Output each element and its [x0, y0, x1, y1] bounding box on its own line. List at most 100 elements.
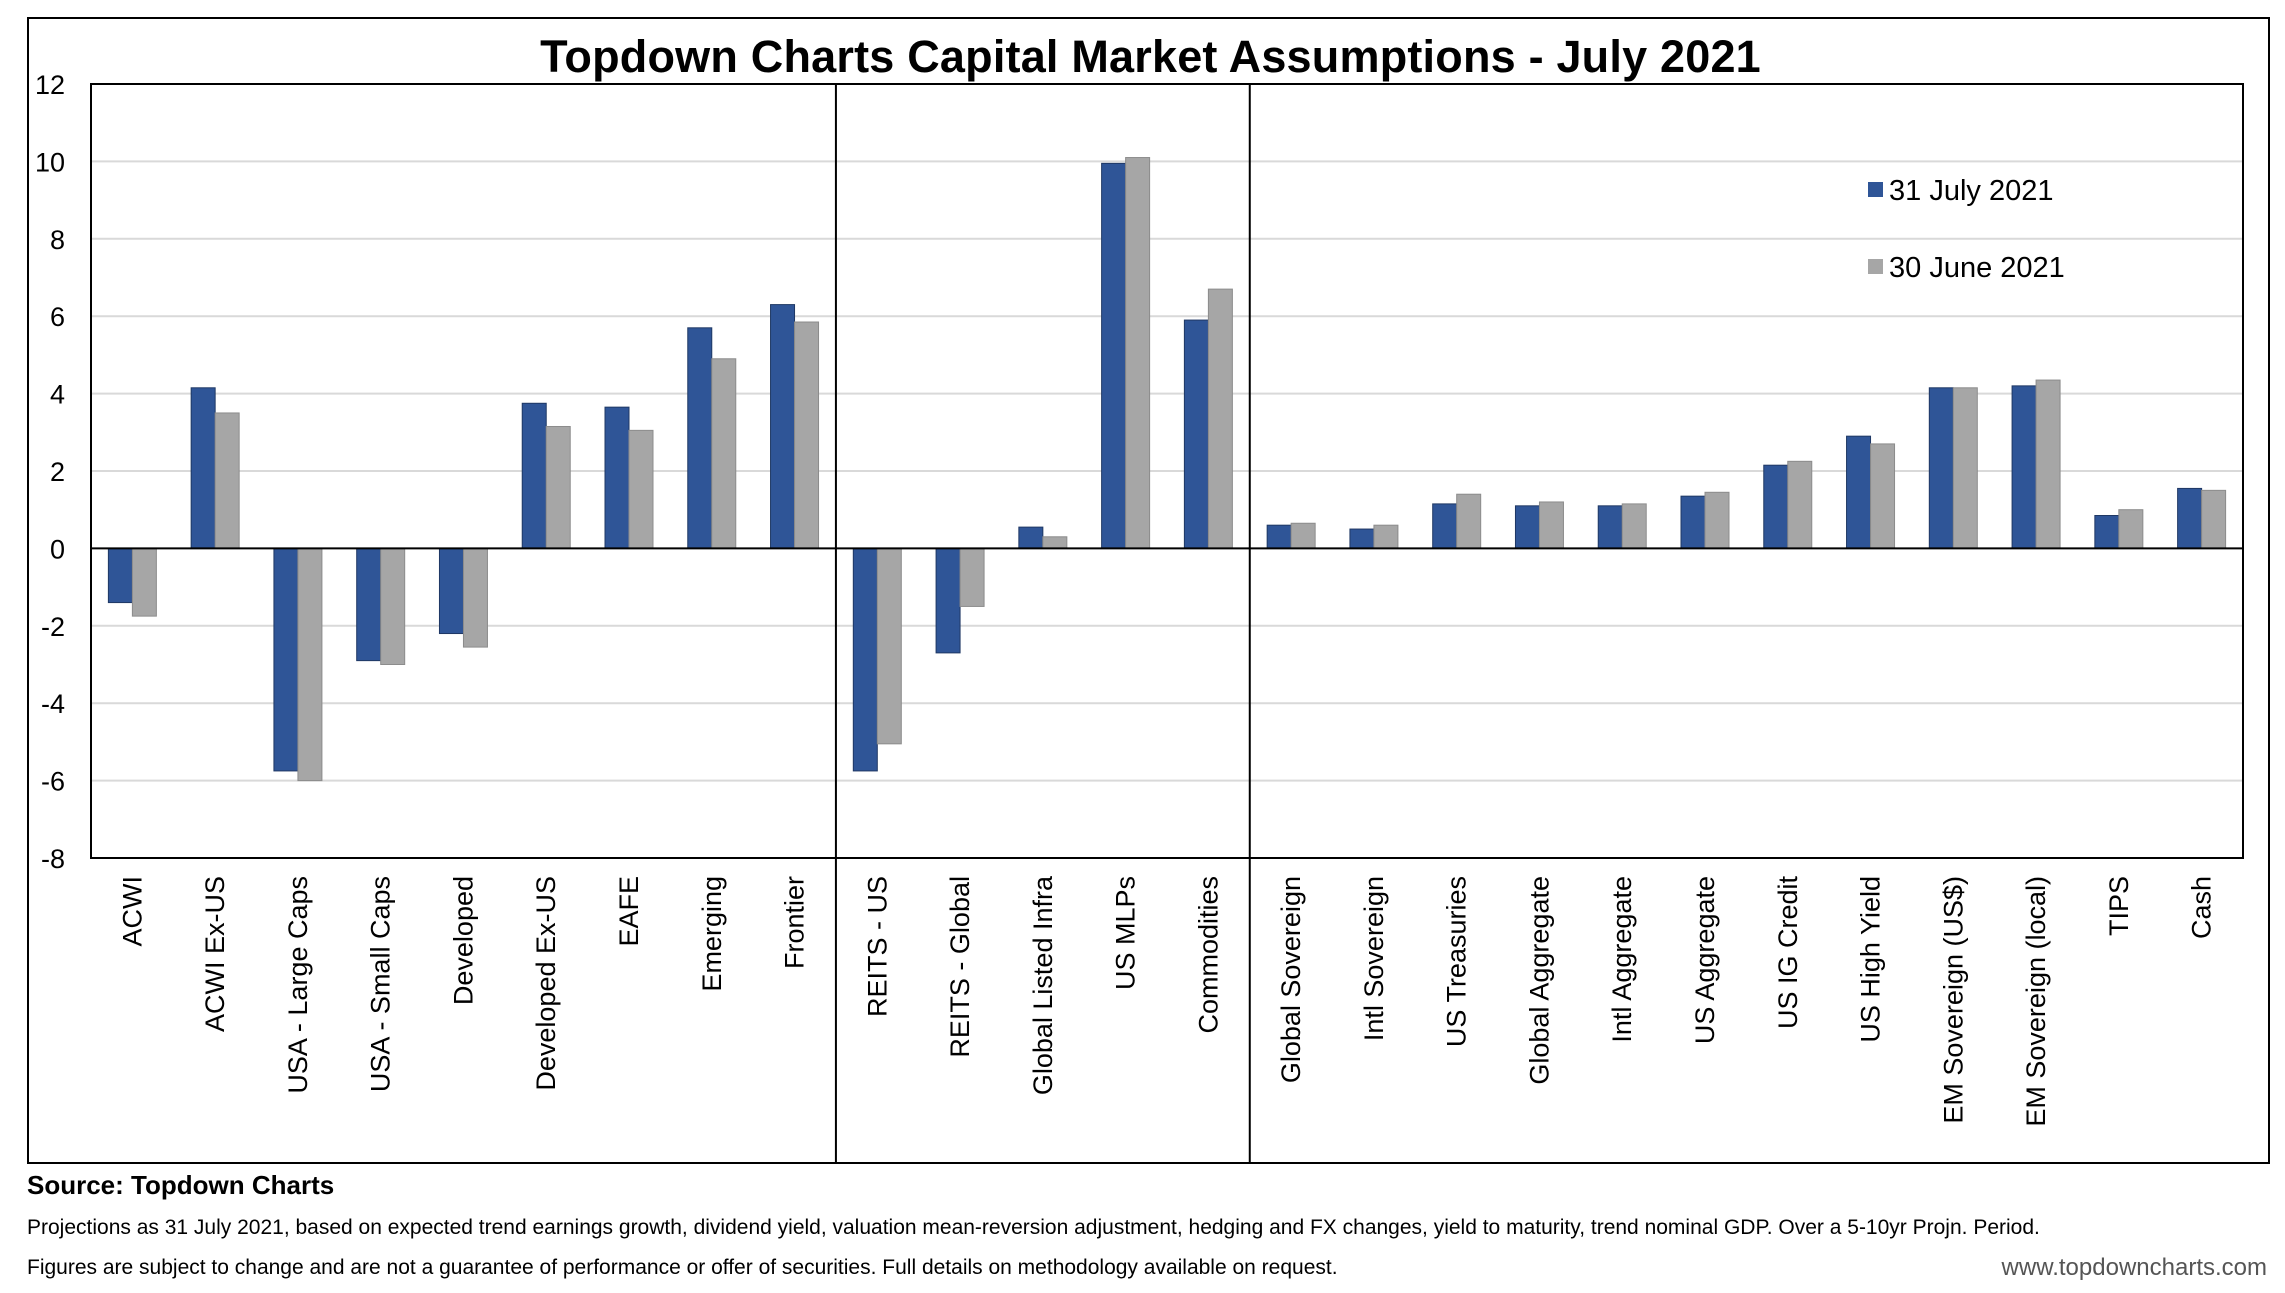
x-tick-label: Global Aggregate [1524, 876, 1554, 1085]
x-tick-label: US High Yield [1856, 876, 1886, 1043]
bar [214, 412, 240, 549]
y-tick-label: -4 [41, 689, 65, 719]
bar [935, 547, 961, 654]
bar [438, 547, 464, 635]
bar [794, 321, 820, 549]
bar [521, 402, 547, 549]
y-tick-label: 2 [50, 457, 65, 487]
bar [2201, 489, 2227, 549]
x-tick-label: EM Sovereign (local) [2021, 876, 2051, 1127]
x-tick-label: Developed Ex-US [531, 876, 561, 1091]
bar [711, 358, 737, 549]
x-tick-label: EM Sovereign (US$) [1938, 876, 1968, 1124]
x-tick-label: Commodities [1193, 876, 1223, 1034]
x-tick-label: US IG Credit [1773, 876, 1803, 1030]
legend-swatch [1868, 259, 1883, 274]
x-tick-label: Emerging [697, 876, 727, 992]
bar [1101, 162, 1127, 549]
bar [687, 327, 713, 549]
bar [131, 547, 157, 617]
bar [1870, 443, 1896, 549]
x-tick-label: USA - Large Caps [283, 876, 313, 1094]
bar [1846, 435, 1872, 549]
x-tick-label: EAFE [614, 876, 644, 947]
bar [462, 547, 488, 648]
bar [356, 547, 382, 662]
bar [1787, 460, 1813, 549]
bar [1349, 528, 1375, 549]
x-tick-label: Intl Aggregate [1607, 876, 1637, 1043]
legend-label: 31 July 2021 [1889, 175, 2053, 207]
x-tick-label: ACWI Ex-US [200, 876, 230, 1032]
y-tick-label: 10 [35, 147, 65, 177]
bar [2035, 379, 2061, 549]
legend-swatch [1868, 182, 1883, 197]
y-tick-label: -8 [41, 844, 65, 874]
bar [1432, 503, 1458, 549]
bar [380, 547, 406, 666]
bar [273, 547, 299, 772]
x-tick-label: Intl Sovereign [1359, 876, 1389, 1041]
x-tick-label: Developed [448, 876, 478, 1005]
x-tick-label: Cash [2187, 876, 2217, 939]
methodology-note: Projections as 31 July 2021, based on ex… [27, 1216, 2040, 1239]
y-tick-label: -2 [41, 612, 65, 642]
bar [107, 547, 133, 604]
x-tick-label: US Treasuries [1442, 876, 1472, 1047]
x-tick-label: REITS - Global [945, 876, 975, 1058]
x-tick-label: TIPS [2104, 876, 2134, 936]
source-label: Source: Topdown Charts [27, 1170, 335, 1200]
bar [1763, 464, 1789, 549]
bar [545, 425, 571, 549]
bar [1928, 387, 1954, 549]
bar [1125, 157, 1151, 549]
bar [959, 547, 985, 607]
website-link[interactable]: www.topdowncharts.com [2001, 1254, 2267, 1281]
x-tick-label: Global Sovereign [1276, 876, 1306, 1083]
bar [1597, 505, 1623, 549]
bar [297, 547, 323, 782]
y-tick-label: 8 [50, 225, 65, 255]
y-tick-label: 0 [50, 534, 65, 564]
bar [1456, 493, 1482, 549]
bar [1373, 524, 1399, 549]
bar [628, 429, 654, 549]
bar [1538, 501, 1564, 549]
plot-area [90, 83, 2244, 859]
bar [1680, 495, 1706, 549]
legend-label: 30 June 2021 [1889, 252, 2065, 284]
x-tick-label: Global Listed Infra [1028, 875, 1058, 1095]
bar [1207, 288, 1233, 549]
chart-title: Topdown Charts Capital Market Assumption… [540, 31, 1761, 82]
bar [604, 406, 630, 549]
x-tick-label: Frontier [780, 876, 810, 969]
bar [1952, 387, 1978, 549]
y-tick-label: 6 [50, 302, 65, 332]
x-tick-label: REITS - US [862, 876, 892, 1017]
chart-frame: Topdown Charts Capital Market Assumption… [27, 17, 2270, 1164]
bar [1514, 505, 1540, 549]
bar [1621, 503, 1647, 549]
bar [2011, 385, 2037, 549]
bar [2118, 509, 2144, 549]
bar [1266, 524, 1292, 549]
x-tick-label: US Aggregate [1690, 876, 1720, 1044]
bar [2094, 515, 2120, 549]
y-tick-label: 4 [50, 380, 65, 410]
bar [770, 304, 796, 549]
bar [1183, 319, 1209, 549]
bar [1042, 536, 1068, 549]
disclaimer-note: Figures are subject to change and are no… [27, 1256, 1338, 1279]
bar [1704, 491, 1730, 549]
bar [2177, 487, 2203, 549]
bar [190, 387, 216, 549]
bar [1018, 526, 1044, 549]
y-tick-label: -6 [41, 767, 65, 797]
bar [1290, 522, 1316, 549]
bar [876, 547, 902, 745]
x-tick-label: ACWI [117, 876, 147, 947]
x-tick-label: USA - Small Caps [366, 876, 396, 1092]
bar [852, 547, 878, 772]
y-tick-label: 12 [35, 70, 65, 100]
x-tick-label: US MLPs [1111, 876, 1141, 990]
